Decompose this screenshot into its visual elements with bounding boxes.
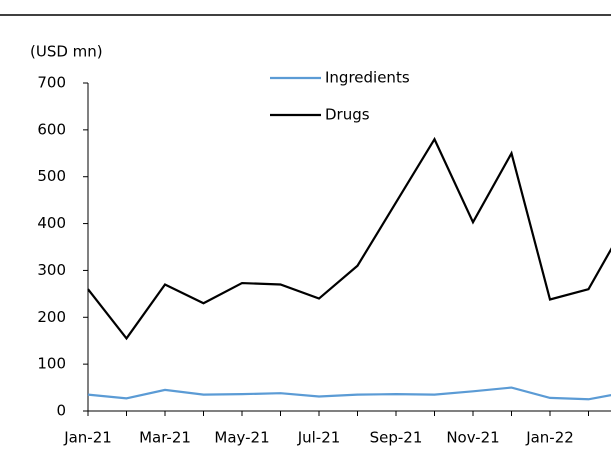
y-tick-label: 200 xyxy=(37,308,66,326)
x-tick-label: Sep-21 xyxy=(370,429,423,447)
y-axis-label: (USD mn) xyxy=(30,43,103,61)
y-tick-label: 600 xyxy=(37,120,66,138)
legend-label: Ingredients xyxy=(325,69,410,87)
y-tick-label: 0 xyxy=(56,402,66,420)
x-tick-label: Jan-21 xyxy=(63,429,112,447)
series-line xyxy=(87,136,611,341)
series-line xyxy=(87,386,611,401)
legend-label: Drugs xyxy=(325,106,370,124)
x-tick-label: Nov-21 xyxy=(446,429,499,447)
y-tick-label: 300 xyxy=(37,261,66,279)
y-tick-label: 700 xyxy=(37,74,66,92)
y-tick-label: 100 xyxy=(37,355,66,373)
y-tick-label: 400 xyxy=(37,214,66,232)
x-tick-label: Jul-21 xyxy=(297,429,341,447)
x-tick-label: Jan-22 xyxy=(525,429,574,447)
y-tick-label: 500 xyxy=(37,167,66,185)
x-tick-label: May-21 xyxy=(214,429,269,447)
x-tick-label: Mar-21 xyxy=(139,429,191,447)
